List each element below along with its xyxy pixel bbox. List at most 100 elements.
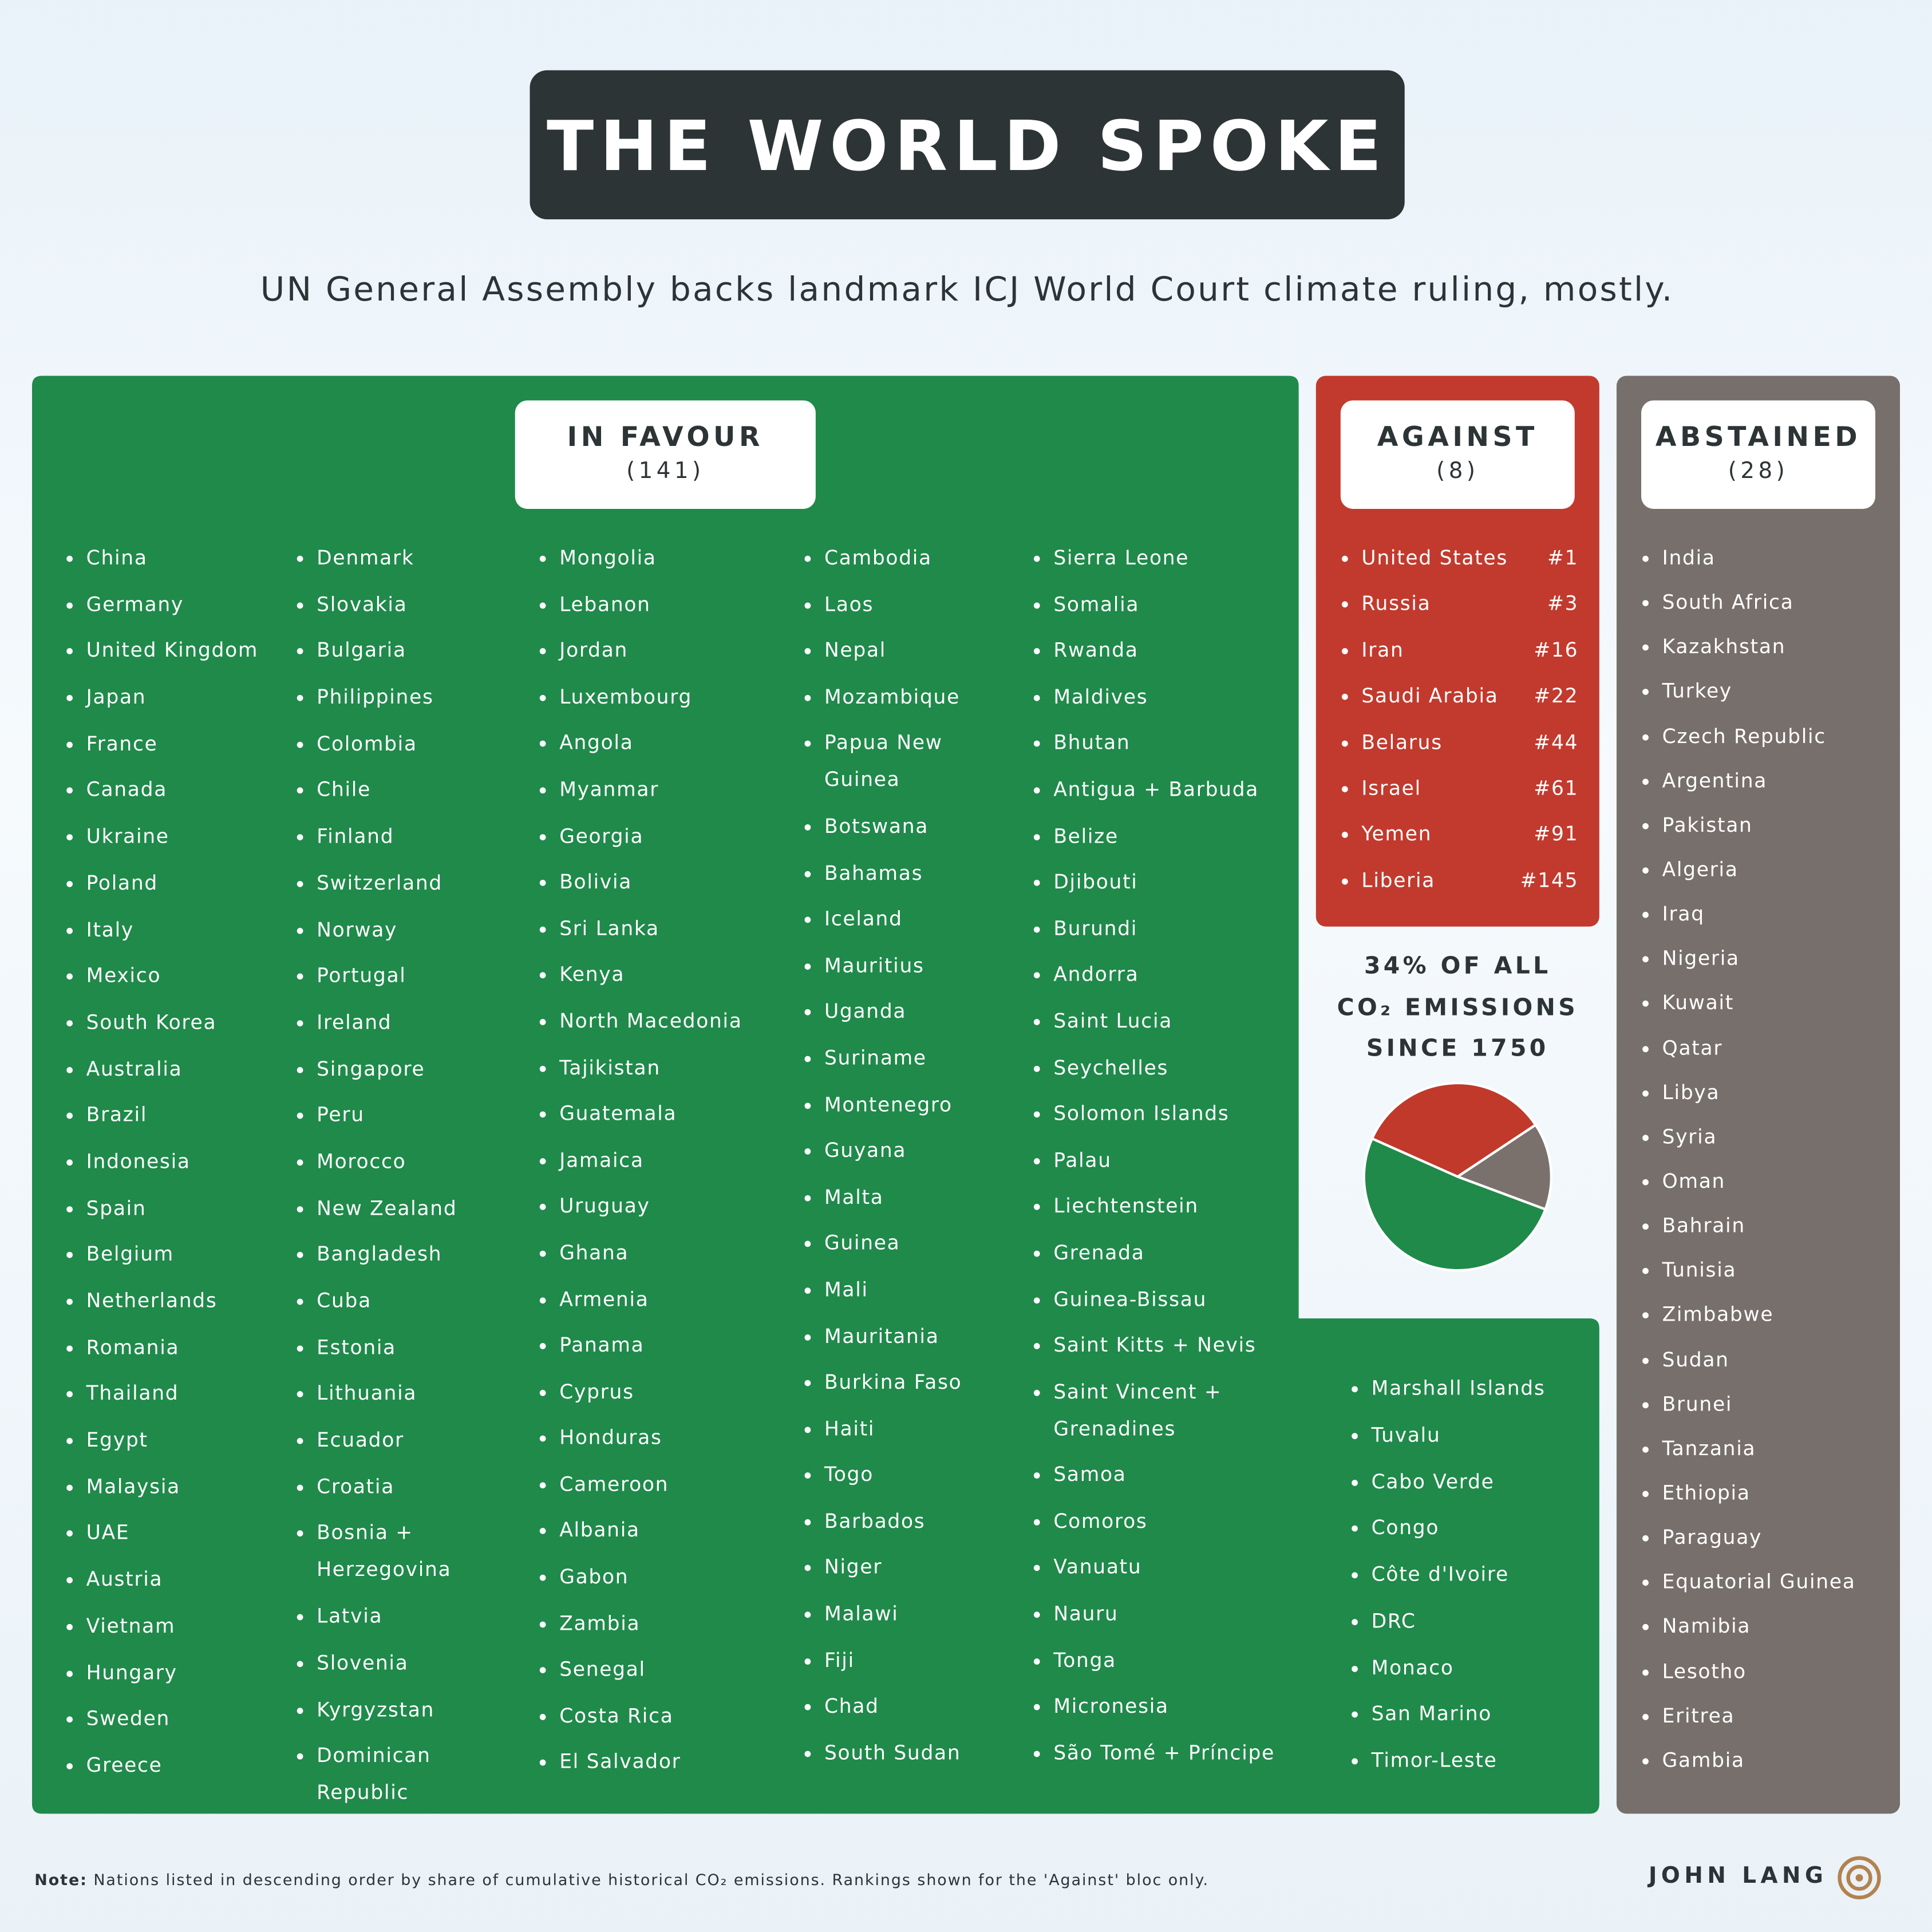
country-list: Cambodia Laos Nepal Mozambique Papua New Gui… bbox=[804, 540, 1009, 1781]
logo bbox=[1838, 1856, 1881, 1899]
country: Congo bbox=[1352, 1510, 1587, 1547]
country: Liberia bbox=[1361, 868, 1436, 892]
country: Croatia bbox=[297, 1468, 513, 1506]
country: Egypt bbox=[66, 1422, 290, 1459]
country: Cuba bbox=[297, 1283, 513, 1320]
country: Georgia bbox=[539, 817, 787, 855]
country: Australia bbox=[66, 1050, 290, 1088]
country: Costa Rica bbox=[539, 1698, 787, 1735]
country: Armenia bbox=[539, 1281, 787, 1318]
country: Nauru bbox=[1033, 1596, 1299, 1633]
pie-slice bbox=[1362, 1137, 1547, 1272]
country: Hungary bbox=[66, 1654, 290, 1692]
country: Bosnia + Herzegovina bbox=[297, 1515, 513, 1589]
subtitle: UN General Assembly backs landmark ICJ W… bbox=[260, 271, 1674, 310]
country: Cyprus bbox=[539, 1373, 787, 1411]
country: Uruguay bbox=[539, 1188, 787, 1226]
country-list: Sierra Leone Somalia Rwanda Maldives Bhutan A… bbox=[1033, 540, 1299, 1781]
country: Qatar bbox=[1642, 1029, 1897, 1066]
country: Colombia bbox=[297, 725, 513, 762]
country: Germany bbox=[66, 586, 290, 623]
country: Brazil bbox=[66, 1097, 290, 1134]
country: Kuwait bbox=[1642, 985, 1897, 1022]
title-box bbox=[530, 70, 1405, 220]
country: Tajikistan bbox=[539, 1049, 787, 1086]
country: Ecuador bbox=[297, 1422, 513, 1459]
count: (141) bbox=[626, 458, 705, 484]
country: Malta bbox=[804, 1179, 1009, 1216]
country: Slovenia bbox=[297, 1645, 513, 1682]
note-text: Nations listed in descending order by sh… bbox=[93, 1870, 1210, 1889]
country: Montenegro bbox=[804, 1086, 1009, 1123]
country: Netherlands bbox=[66, 1283, 290, 1320]
rank: #44 bbox=[1534, 730, 1579, 754]
country: Sudan bbox=[1642, 1341, 1897, 1378]
country: Djibouti bbox=[1033, 864, 1299, 901]
country: Angola bbox=[539, 725, 787, 762]
country: Cabo Verde bbox=[1352, 1463, 1587, 1500]
country: Papua New Guinea bbox=[804, 725, 1009, 799]
country: Mali bbox=[804, 1271, 1009, 1309]
country: United Kingdom bbox=[66, 633, 290, 670]
country: Botswana bbox=[804, 808, 1009, 846]
country: China bbox=[66, 540, 290, 577]
country: Vietnam bbox=[66, 1608, 290, 1645]
country: Poland bbox=[66, 865, 290, 902]
country: Uganda bbox=[804, 994, 1009, 1031]
country: Rwanda bbox=[1033, 633, 1299, 670]
country: Libya bbox=[1642, 1074, 1897, 1111]
country: Argentina bbox=[1642, 762, 1897, 800]
pie-title-line: SINCE 1750 bbox=[1366, 1035, 1549, 1062]
abstained-header: ABSTAINED (28) bbox=[1641, 421, 1875, 488]
against-row: Saudi Arabia #22 bbox=[1341, 678, 1578, 715]
country: Denmark bbox=[297, 540, 513, 577]
country: Seychelles bbox=[1033, 1049, 1299, 1086]
country: Syria bbox=[1642, 1119, 1897, 1156]
country: United States bbox=[1361, 546, 1508, 570]
country: Chad bbox=[804, 1688, 1009, 1725]
country: Niger bbox=[804, 1550, 1009, 1587]
country: Italy bbox=[66, 911, 290, 949]
country: Romania bbox=[66, 1329, 290, 1366]
country: Guyana bbox=[804, 1132, 1009, 1170]
country: Turkey bbox=[1642, 673, 1897, 710]
country: Eritrea bbox=[1642, 1697, 1897, 1735]
against-row: United States #1 bbox=[1341, 540, 1579, 577]
country: Malawi bbox=[804, 1596, 1009, 1633]
country: Togo bbox=[804, 1457, 1009, 1494]
heading: IN FAVOUR bbox=[567, 422, 764, 454]
country: Nepal bbox=[804, 633, 1009, 670]
country: Israel bbox=[1361, 776, 1421, 800]
country: Portugal bbox=[297, 958, 513, 995]
rank: #16 bbox=[1534, 638, 1579, 662]
country: UAE bbox=[66, 1515, 290, 1552]
country: Timor-Leste bbox=[1352, 1743, 1587, 1780]
country: Antigua + Barbuda bbox=[1033, 771, 1299, 808]
against-panel bbox=[1315, 376, 1599, 927]
abstained-panel bbox=[1616, 376, 1901, 1814]
against-row: Israel #61 bbox=[1341, 770, 1578, 807]
favour-header: IN FAVOUR (141) bbox=[515, 421, 816, 488]
country: Panama bbox=[539, 1327, 787, 1364]
country: India bbox=[1642, 540, 1897, 577]
country: Switzerland bbox=[297, 865, 513, 902]
country: Latvia bbox=[297, 1598, 513, 1635]
country: Barbados bbox=[804, 1503, 1009, 1540]
country: Cameroon bbox=[539, 1466, 787, 1503]
country: Saudi Arabia bbox=[1361, 683, 1499, 708]
against-header: AGAINST (8) bbox=[1341, 421, 1575, 488]
country: Saint Lucia bbox=[1033, 1003, 1299, 1040]
country-list: Denmark Slovakia Bulgaria Philippines Colomb… bbox=[297, 540, 513, 1821]
country: Indonesia bbox=[66, 1143, 290, 1180]
country: Zambia bbox=[539, 1605, 787, 1642]
country: Yemen bbox=[1361, 822, 1432, 846]
country: Guatemala bbox=[539, 1096, 787, 1133]
rank: #1 bbox=[1547, 546, 1579, 570]
country: Grenada bbox=[1033, 1235, 1299, 1272]
country: Dominican Republic bbox=[297, 1737, 513, 1811]
country: Jamaica bbox=[539, 1142, 787, 1179]
country: Tuvalu bbox=[1352, 1417, 1587, 1454]
country: Vanuatu bbox=[1033, 1550, 1299, 1587]
country: Lesotho bbox=[1642, 1653, 1897, 1690]
